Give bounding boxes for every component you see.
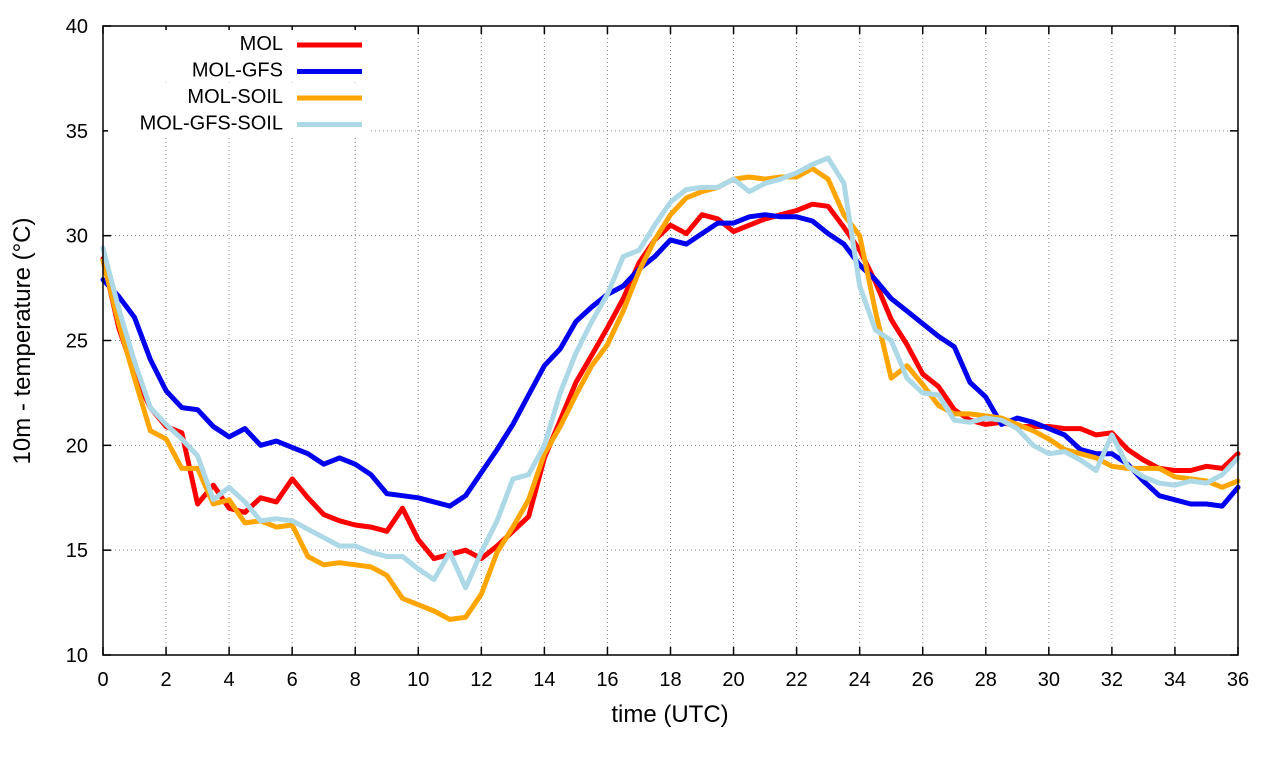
x-tick-label: 24 (849, 669, 871, 691)
x-tick-label: 10 (407, 669, 429, 691)
x-tick-label: 4 (224, 669, 235, 691)
x-tick-label: 28 (975, 669, 997, 691)
x-axis-title: time (UTC) (611, 701, 728, 728)
legend: MOL MOL-GFS MOL-SOIL MOL-GFS-SOIL (108, 30, 370, 136)
legend-label-mol-gfs: MOL-GFS (192, 60, 283, 82)
series-line-mol-gfs (100, 212, 1241, 509)
y-axis-title: 10m - temperature (°C) (9, 218, 36, 465)
y-tick-label: 20 (66, 435, 88, 457)
y-tick-label: 10 (66, 645, 88, 667)
x-tick-label: 22 (785, 669, 807, 691)
y-tick-label: 15 (66, 540, 88, 562)
x-tick-label: 36 (1227, 669, 1249, 691)
x-tick-label: 0 (97, 669, 108, 691)
plot-area (100, 155, 1241, 622)
legend-label-mol: MOL (240, 33, 283, 55)
x-tick-label: 34 (1164, 669, 1186, 691)
x-tick-label: 18 (659, 669, 681, 691)
x-tick-label: 14 (533, 669, 555, 691)
series-line-mol-soil (100, 166, 1241, 622)
y-tick-label: 35 (66, 121, 88, 143)
legend-label-mol-soil: MOL-SOIL (187, 86, 283, 108)
x-tick-label: 30 (1038, 669, 1060, 691)
y-tick-label: 30 (66, 226, 88, 248)
legend-label-mol-gfs-soil: MOL-GFS-SOIL (140, 113, 283, 135)
x-tick-label: 26 (912, 669, 934, 691)
series-line-mol-gfs-soil (100, 155, 1241, 591)
series-line-mol (100, 201, 1241, 562)
x-tick-label: 8 (350, 669, 361, 691)
x-tick-label: 16 (596, 669, 618, 691)
y-tick-label: 40 (66, 16, 88, 38)
x-tick-label: 12 (470, 669, 492, 691)
y-tick-label: 25 (66, 331, 88, 353)
x-tick-label: 6 (287, 669, 298, 691)
x-tick-label: 2 (160, 669, 171, 691)
x-tick-label: 20 (722, 669, 744, 691)
x-tick-label: 32 (1101, 669, 1123, 691)
